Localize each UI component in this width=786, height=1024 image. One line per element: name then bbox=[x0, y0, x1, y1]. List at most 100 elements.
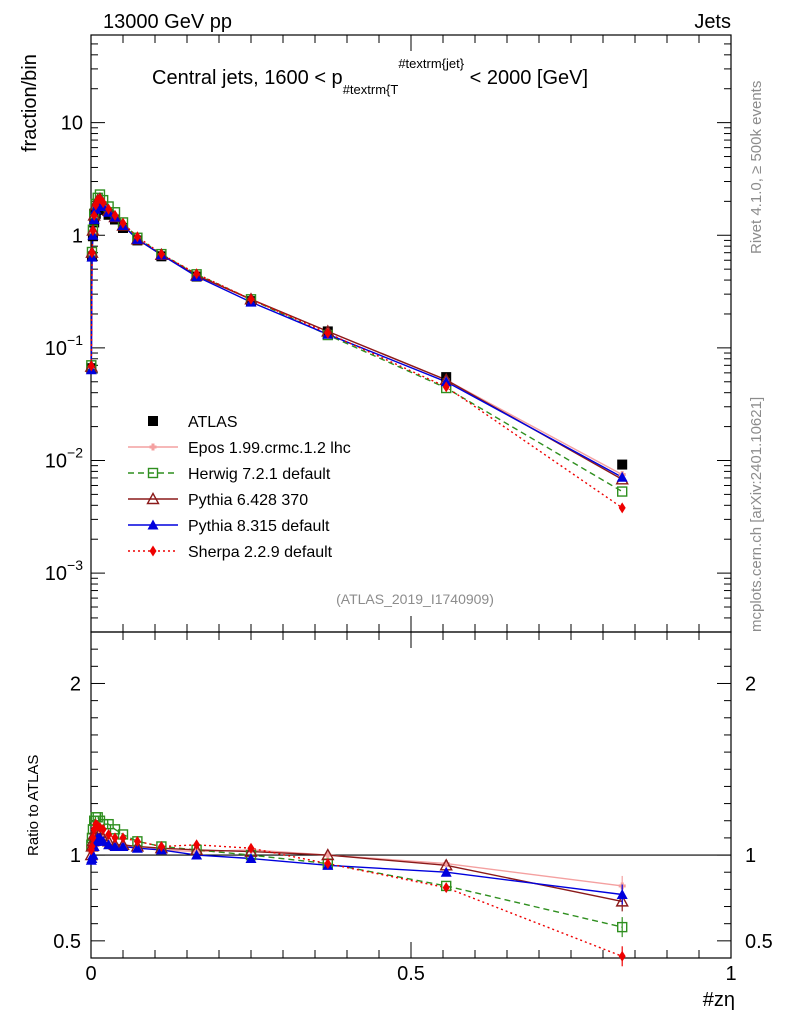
ratio-point-s3-17 bbox=[616, 889, 628, 900]
ratio-point-s4-9 bbox=[111, 832, 119, 844]
point-s5-9 bbox=[111, 209, 119, 221]
point-s5-16 bbox=[442, 381, 450, 393]
ratio-point-s4-7 bbox=[99, 823, 107, 835]
series-line-3 bbox=[90, 198, 623, 481]
point-s4-16 bbox=[440, 376, 452, 387]
ratio-tick-label: 1 bbox=[70, 845, 81, 867]
point-s5-12 bbox=[157, 248, 165, 260]
ratio-point-s0-16-v bbox=[444, 860, 448, 868]
ratio-line-4 bbox=[90, 822, 623, 957]
ratio-tick-label-right: 1 bbox=[745, 845, 756, 867]
point-s5-11 bbox=[133, 231, 141, 243]
point-s5-17 bbox=[618, 502, 626, 514]
series-lines bbox=[90, 193, 623, 957]
series-line-5 bbox=[90, 198, 623, 509]
legend-label: Epos 1.99.crmc.1.2 lhc bbox=[188, 440, 351, 457]
legend-label: Pythia 6.428 370 bbox=[188, 492, 308, 509]
ratio-plot-frame bbox=[90, 631, 732, 959]
point-s5-2 bbox=[89, 225, 97, 237]
ratio-line-2 bbox=[90, 828, 623, 903]
ratio-point-s3-8 bbox=[103, 839, 115, 850]
legend-label: Pythia 8.315 default bbox=[188, 518, 330, 535]
y-tick-mantissa: 10 bbox=[61, 113, 83, 135]
ratio-point-s2-17 bbox=[615, 894, 629, 907]
ratio-tick-label: 0.5 bbox=[53, 931, 81, 953]
ratio-point-s0-15-v bbox=[326, 851, 330, 859]
y-axis-label: fraction/bin bbox=[19, 54, 41, 152]
y-tick-mantissa: 1 bbox=[72, 225, 83, 247]
y-tick-exponent: −1 bbox=[67, 332, 83, 348]
header-right: Jets bbox=[694, 11, 731, 33]
ratio-point-s4-14 bbox=[247, 842, 255, 854]
point-s4-17 bbox=[616, 471, 628, 482]
y-tick-label: 10−1 bbox=[45, 332, 83, 360]
ratio-point-s4-13 bbox=[193, 839, 201, 851]
point-s2-17 bbox=[617, 486, 628, 497]
ratio-point-s4-2 bbox=[89, 832, 97, 844]
point-s5-7 bbox=[99, 197, 107, 209]
y-tick-exponent: −3 bbox=[67, 557, 83, 573]
legend-label: Sherpa 2.2.9 default bbox=[188, 544, 333, 561]
legend-label: ATLAS bbox=[188, 414, 238, 431]
ratio-point-s3-11 bbox=[131, 842, 143, 853]
ratio-point-s0-15 bbox=[324, 851, 332, 859]
ratio-line-1 bbox=[90, 816, 623, 928]
ratio-point-s3-2 bbox=[87, 849, 99, 860]
legend-marker-0 bbox=[148, 416, 158, 426]
ratio-tick-label: 2 bbox=[70, 673, 81, 695]
point-s5-13 bbox=[193, 268, 201, 280]
series-markers bbox=[84, 189, 629, 967]
rivet-label: Rivet 4.1.0, ≥ 500k events bbox=[748, 81, 765, 254]
y-tick-label: 10−2 bbox=[45, 444, 83, 472]
title-tail: < 2000 [GeV] bbox=[464, 67, 588, 89]
series-line-4 bbox=[90, 201, 623, 478]
ratio-point-s3-9 bbox=[109, 840, 121, 851]
ratio-point-s4-16 bbox=[442, 882, 450, 894]
ratio-point-s4-8 bbox=[105, 828, 113, 840]
ratio-point-s3-10 bbox=[117, 840, 129, 851]
ratio-point-s3-16 bbox=[440, 866, 452, 877]
legend-marker-4 bbox=[147, 519, 159, 530]
ratio-point-s3-7 bbox=[97, 835, 109, 846]
ratio-point-s1-17 bbox=[617, 921, 628, 933]
ratio-point-s3-13 bbox=[191, 849, 203, 860]
y-tick-mantissa: 10 bbox=[45, 338, 67, 360]
title-sub: #textrm{T bbox=[343, 82, 399, 97]
ratio-tick-label-right: 0.5 bbox=[745, 931, 773, 953]
legend-marker-1-v bbox=[151, 443, 155, 451]
point-s5-15 bbox=[324, 327, 332, 339]
header-left: 13000 GeV pp bbox=[103, 11, 232, 33]
legend: ATLAS Epos 1.99.crmc.1.2 lhc Herwig 7.2.1 … bbox=[128, 414, 351, 561]
x-tick-label: 0 bbox=[85, 963, 96, 985]
ratio-axis-label: Ratio to ATLAS bbox=[25, 755, 42, 856]
ratio-point-s4-12 bbox=[157, 840, 165, 852]
y-tick-exponent: −2 bbox=[67, 444, 83, 460]
y-tick-label: 10 bbox=[61, 113, 83, 135]
legend-marker-2 bbox=[147, 467, 159, 479]
x-axis-label: #zη bbox=[703, 989, 735, 1011]
x-tick-label: 0.5 bbox=[397, 963, 425, 985]
point-s5-3 bbox=[90, 209, 98, 221]
x-tick-label: 1 bbox=[725, 963, 736, 985]
ratio-point-s4-1 bbox=[88, 840, 96, 852]
ratio-point-s4-10 bbox=[119, 832, 127, 844]
legend-marker-1 bbox=[149, 443, 157, 451]
point-s5-8 bbox=[105, 203, 113, 215]
legend-marker-5 bbox=[149, 545, 157, 557]
ratio-point-s0-16 bbox=[442, 860, 450, 868]
title-sup: #textrm{jet} bbox=[398, 56, 464, 71]
point-s5-1 bbox=[88, 247, 96, 259]
point-s0-17 bbox=[617, 459, 628, 470]
y-tick-label: 10−3 bbox=[45, 557, 83, 585]
ratio-point-s4-11 bbox=[133, 835, 141, 847]
point-s5-10 bbox=[119, 217, 127, 229]
ratio-point-s3-14 bbox=[245, 852, 257, 863]
point-s5-0 bbox=[87, 360, 95, 372]
title-main: Central jets, 1600 < p bbox=[152, 67, 343, 89]
main-plot-frame bbox=[90, 34, 732, 633]
y-tick-mantissa: 10 bbox=[45, 563, 67, 585]
legend-label: Herwig 7.2.1 default bbox=[188, 466, 331, 483]
mcplots-label: mcplots.cern.ch [arXiv:2401.10621] bbox=[748, 397, 765, 632]
